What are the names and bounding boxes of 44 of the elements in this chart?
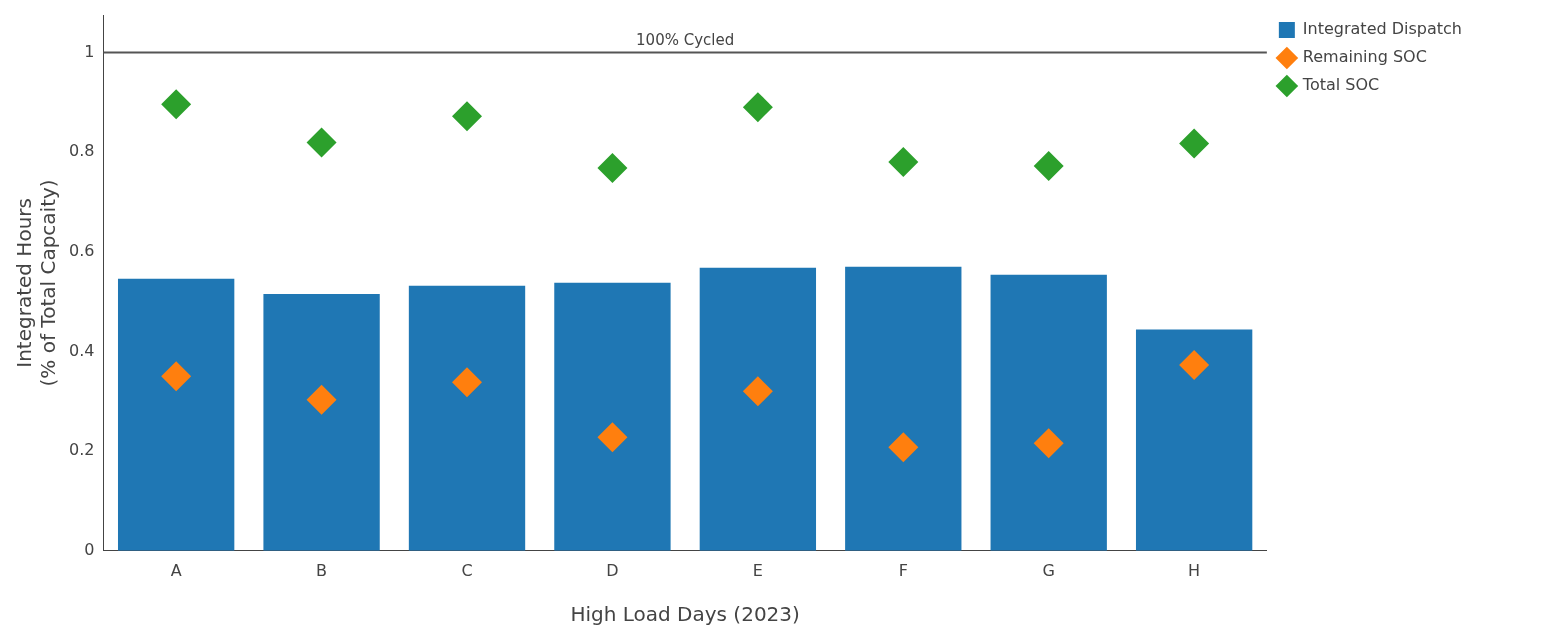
point	[1033, 428, 1064, 459]
legend-label: Integrated Dispatch	[1302, 19, 1463, 39]
bar	[845, 266, 962, 551]
point	[597, 153, 628, 184]
point	[452, 101, 483, 132]
bar	[554, 282, 671, 551]
point	[742, 376, 773, 407]
x-tick-label: E	[752, 560, 763, 580]
legend-label: Total SOC	[1301, 75, 1380, 95]
y-tick-label: 0.8	[68, 141, 95, 161]
y-tick-label: 0	[84, 539, 95, 559]
bar	[117, 278, 235, 551]
point	[1179, 349, 1210, 380]
point	[742, 92, 773, 123]
point	[888, 147, 919, 178]
bar	[699, 267, 817, 551]
point	[1033, 151, 1064, 182]
point	[1179, 128, 1210, 159]
bar	[990, 274, 1107, 551]
legend-label: Remaining SOC	[1302, 47, 1427, 67]
x-tick-label: D	[606, 560, 619, 580]
x-axis-title: High Load Days (2023)	[570, 602, 800, 627]
y-tick-label: 0.2	[68, 440, 95, 460]
y-axis-title: Integrated Hours (% of Total Capcaity)	[12, 179, 61, 387]
y-tick-label: 1	[84, 41, 95, 61]
bar	[263, 294, 380, 551]
x-tick-label: G	[1042, 560, 1055, 580]
point	[161, 89, 192, 120]
point	[452, 367, 483, 398]
y-tick-label: 0.4	[68, 340, 95, 360]
x-tick-label: H	[1188, 560, 1201, 580]
point	[597, 422, 628, 453]
x-tick-label: F	[898, 560, 908, 580]
point	[161, 361, 192, 392]
x-tick-label: A	[170, 560, 182, 580]
x-tick-label: B	[316, 560, 328, 580]
point	[888, 432, 919, 463]
point	[306, 127, 337, 158]
y-tick-label: 0.6	[68, 240, 95, 260]
ref-line-label: 100% Cycled	[636, 30, 735, 49]
x-tick-label: C	[461, 560, 473, 580]
bar	[408, 285, 526, 551]
point	[306, 384, 337, 415]
bar	[1135, 329, 1253, 551]
